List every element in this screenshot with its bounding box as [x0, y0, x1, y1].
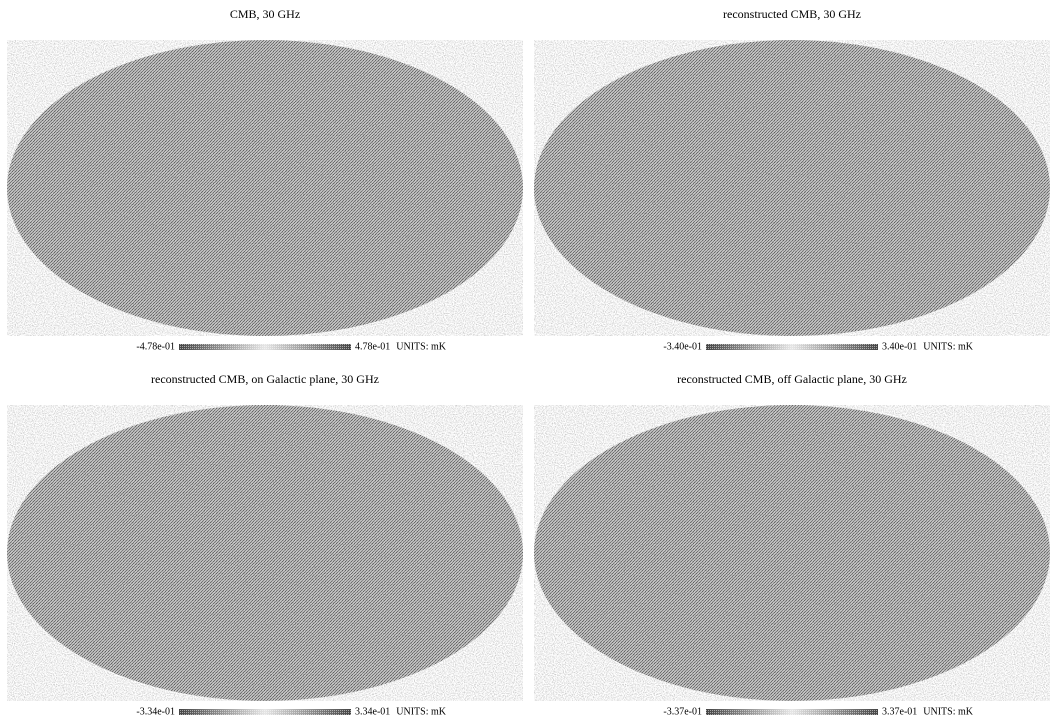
colorbar-units: UNITS: mK	[396, 341, 447, 352]
map-panel: reconstructed CMB, 30 GHz -3.40e-01 3.40e-…	[534, 7, 1050, 352]
panel-title: reconstructed CMB, off Galactic plane, 3…	[677, 372, 907, 386]
panel-title: reconstructed CMB, 30 GHz	[723, 7, 861, 21]
colorbar-max: 4.78e-01	[355, 341, 390, 352]
colorbar-units: UNITS: mK	[923, 341, 974, 352]
map-panel: reconstructed CMB, on Galactic plane, 30…	[7, 372, 523, 717]
colorbar-max: 3.37e-01	[882, 706, 917, 717]
colorbar-units: UNITS: mK	[923, 706, 974, 717]
colorbar-min: -3.40e-01	[663, 341, 702, 352]
colorbar-units: UNITS: mK	[396, 706, 447, 717]
panel-title: CMB, 30 GHz	[230, 7, 300, 21]
panel-title: reconstructed CMB, on Galactic plane, 30…	[151, 372, 379, 386]
colorbar-max: 3.34e-01	[355, 706, 390, 717]
sky-map-noise	[7, 40, 523, 336]
map-panel: CMB, 30 GHz -4.78e-01 4.78e-01 UNITS: mK	[7, 7, 523, 352]
colorbar-min: -3.34e-01	[136, 706, 175, 717]
colorbar-hatch	[179, 344, 351, 350]
sky-map-noise	[534, 405, 1050, 701]
colorbar-hatch	[706, 709, 878, 715]
colorbar-min: -3.37e-01	[663, 706, 702, 717]
colorbar-min: -4.78e-01	[136, 341, 175, 352]
colorbar-max: 3.40e-01	[882, 341, 917, 352]
colorbar-hatch	[706, 344, 878, 350]
sky-map-noise	[7, 405, 523, 701]
colorbar-hatch	[179, 709, 351, 715]
sky-map-noise	[534, 40, 1050, 336]
map-panel: reconstructed CMB, off Galactic plane, 3…	[534, 372, 1050, 717]
